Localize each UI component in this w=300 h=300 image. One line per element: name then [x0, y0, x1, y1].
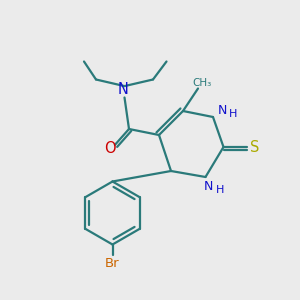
Text: O: O: [104, 141, 115, 156]
Text: Br: Br: [105, 257, 120, 270]
Text: N: N: [204, 180, 213, 193]
Text: H: H: [229, 109, 238, 119]
Text: S: S: [250, 140, 260, 154]
Text: N: N: [118, 82, 128, 98]
Text: H: H: [216, 184, 225, 195]
Text: CH₃: CH₃: [192, 78, 211, 88]
Text: N: N: [218, 104, 227, 117]
